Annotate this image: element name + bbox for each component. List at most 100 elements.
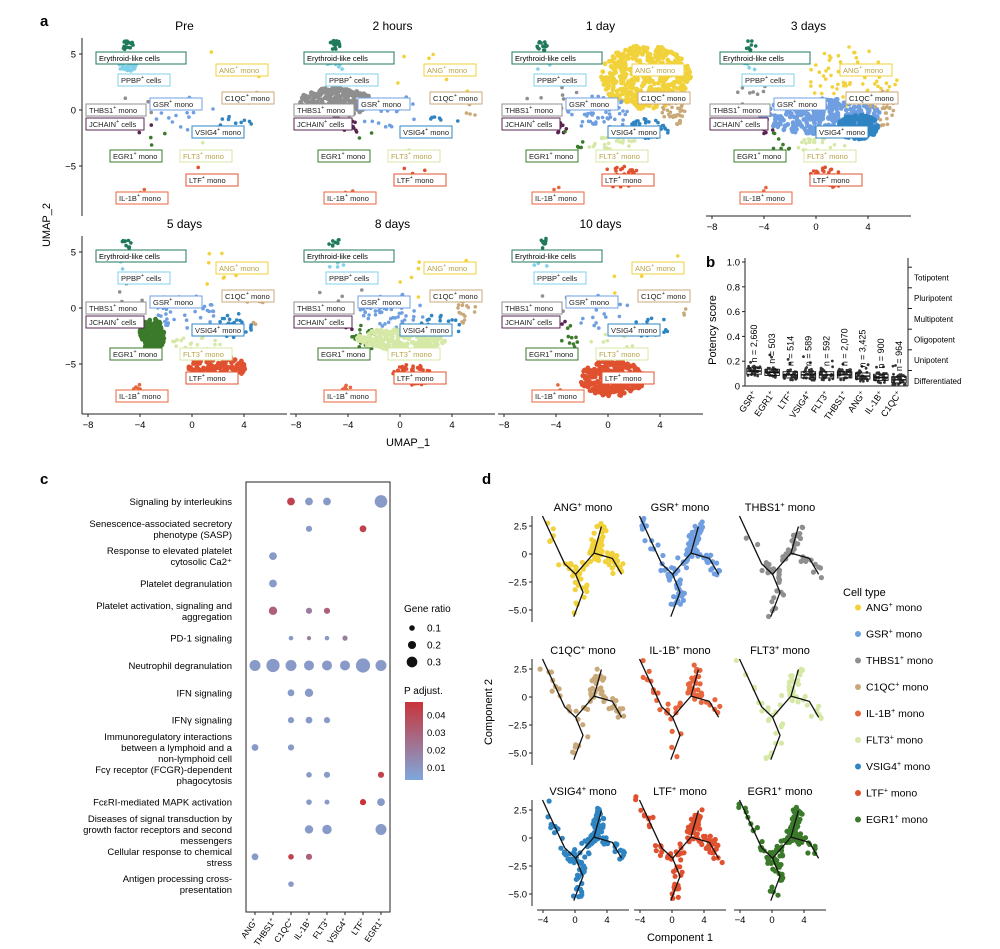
umap-label-text-sup: +: [341, 151, 344, 157]
umap-label-text-sup: +: [246, 93, 249, 99]
umap-label-text: EGR1+ mono: [321, 151, 365, 161]
umap-point: [611, 76, 617, 82]
umap-point: [412, 314, 416, 319]
umap-point: [809, 80, 813, 84]
trajectory-title: ANG+ mono: [554, 500, 613, 514]
umap-label-text-main: FLT3: [183, 152, 200, 161]
dotplot-dot: [375, 659, 387, 671]
gene-ratio-legend-label: 0.1: [427, 624, 441, 635]
umap-point: [633, 122, 638, 126]
umap-label-text: Erythroid-like cells: [99, 252, 160, 261]
trajectory-point: [817, 565, 824, 571]
umap-point: [630, 55, 636, 61]
umap-point: [331, 239, 335, 243]
umap-point: [678, 76, 684, 82]
umap-label-text-sup: +: [557, 75, 560, 81]
umap-point: [835, 87, 839, 91]
umap-point: [646, 79, 652, 85]
umap-label-text-suffix: mono: [205, 176, 226, 185]
umap-label-text-sup: +: [133, 151, 136, 157]
umap-point: [163, 131, 167, 136]
umap-point: [149, 123, 154, 127]
umap-point: [340, 67, 344, 71]
trajectory-title: GSR+ mono: [651, 500, 710, 514]
umap-point: [864, 121, 870, 126]
dotplot-dot: [288, 881, 294, 887]
trajectory-point: [600, 815, 606, 821]
umap-label-box: [565, 97, 619, 111]
potency-point: [903, 383, 906, 387]
trajectory-point: [550, 526, 556, 532]
umap-point: [606, 393, 611, 399]
umap-label-text-main: PPBP: [537, 274, 557, 283]
umap-point: [764, 185, 768, 190]
umap-point: [543, 40, 547, 44]
trajectory-title: FLT3+ mono: [750, 643, 810, 657]
umap-label-vsig4: VSIG4+ mono: [191, 125, 245, 139]
umap-point: [750, 39, 754, 43]
trajectory-title-suffix: mono: [779, 645, 810, 657]
umap-point: [580, 140, 585, 144]
potency-level-label: Differentiated: [914, 377, 961, 386]
umap-label-egr1: EGR1+ mono: [317, 347, 371, 361]
umap-label-text-sup: +: [651, 65, 654, 71]
dotplot-dot: [285, 659, 297, 671]
umap-point: [804, 141, 808, 145]
umap-point: [453, 318, 458, 322]
umap-point: [336, 241, 340, 246]
trajectory-point: [572, 587, 578, 593]
umap-label-text-main: C1QC: [641, 292, 662, 301]
umap-label-text-suffix: mono: [532, 106, 553, 115]
umap-label-text-main: LTF: [397, 176, 410, 185]
umap-point: [643, 121, 648, 125]
padj-tick-label: 0.02: [427, 746, 446, 757]
umap-label-box: [109, 149, 163, 163]
potency-point: [804, 368, 807, 372]
umap-label-text-suffix: cells: [352, 274, 369, 283]
umap-label-text-suffix: cells: [352, 76, 369, 85]
dotplot-dot: [305, 716, 313, 724]
umap-label-text-sup: +: [662, 93, 665, 99]
potency-y-tick-label: 0: [735, 382, 740, 393]
potency-point: [839, 378, 843, 382]
umap-point: [678, 85, 683, 90]
umap-point: [830, 85, 835, 89]
trajectory-point: [606, 706, 612, 712]
umap-label-text: FLT3+ mono: [391, 151, 432, 161]
umap-label-ery: Erythroid-like cells: [95, 249, 187, 263]
umap-point: [623, 47, 628, 53]
dotplot-dot: [288, 854, 294, 860]
umap-point: [340, 99, 345, 105]
umap-label-text: LTF+ mono: [189, 175, 226, 185]
umap-point: [625, 80, 631, 86]
umap-point: [205, 282, 209, 286]
umap-point: [211, 314, 216, 318]
umap-point: [369, 131, 374, 135]
umap-point: [620, 51, 626, 57]
umap-point: [605, 116, 610, 120]
umap-point: [418, 303, 422, 308]
umap-point: [637, 122, 642, 126]
umap-x-tick-label: −4: [135, 420, 146, 431]
umap-point: [388, 123, 392, 128]
umap-point: [351, 126, 356, 130]
umap-point: [356, 333, 362, 339]
umap-label-text-sup: +: [235, 65, 238, 71]
pathway-label: IFNγ signaling: [172, 716, 232, 727]
trajectory-point: [668, 601, 674, 607]
trajectory-point: [591, 676, 597, 682]
dotplot-column-label: IL-1B+: [292, 916, 314, 942]
umap-label-text: VSIG4+ mono: [403, 127, 449, 137]
umap-label-ppbp: PPBP+ cells: [117, 271, 171, 285]
umap-point: [120, 239, 125, 244]
umap-point: [388, 338, 394, 344]
umap-point: [602, 61, 608, 67]
umap-label-text-sup: +: [553, 193, 556, 199]
dotplot-dot: [323, 717, 331, 724]
umap-point: [552, 187, 556, 192]
dotplot-dot: [355, 658, 371, 673]
